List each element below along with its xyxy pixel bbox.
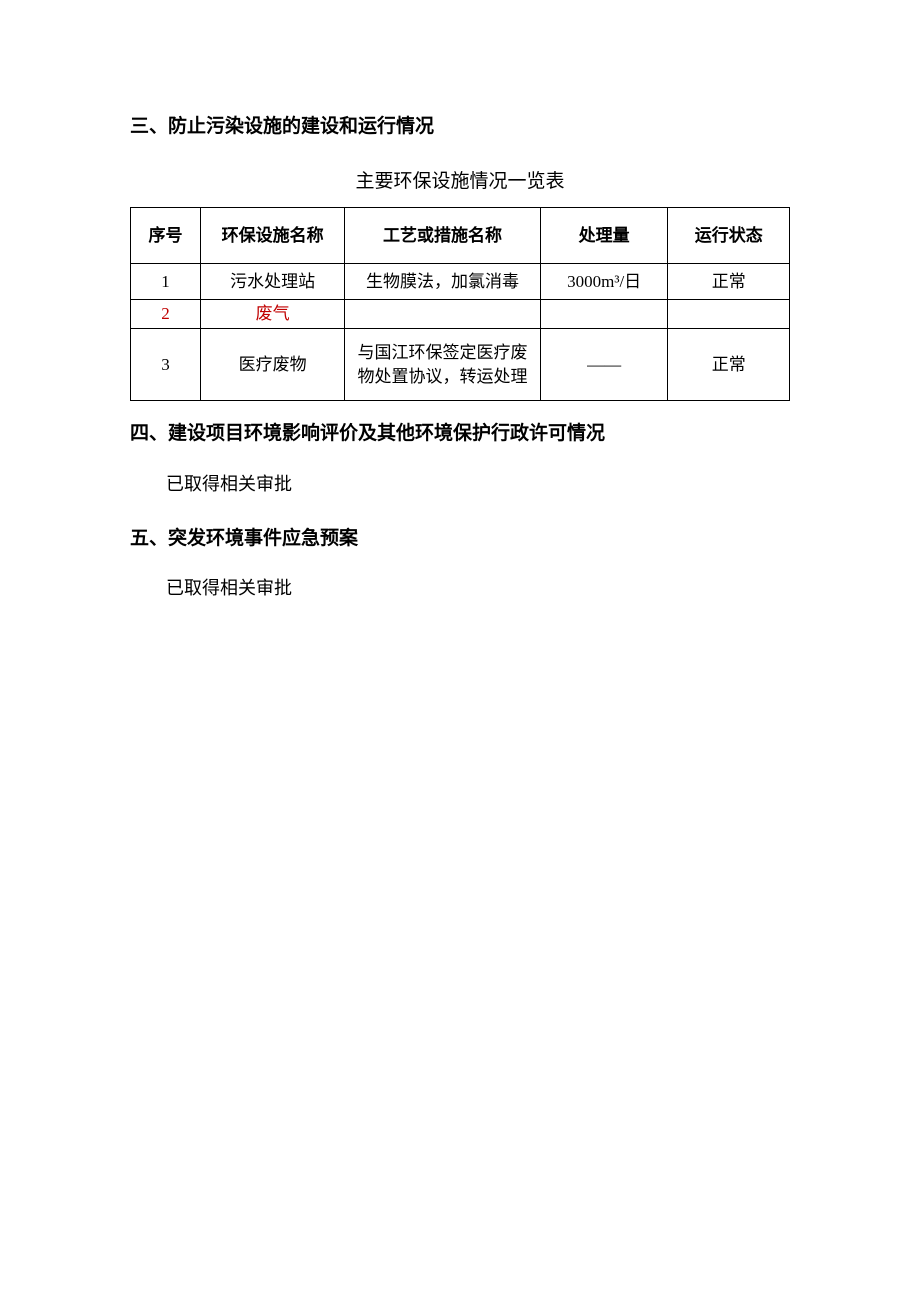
cell-status: 正常 [668,264,790,300]
col-header-name: 环保设施名称 [201,208,345,264]
section-4-body: 已取得相关审批 [166,468,790,500]
cell-status: 正常 [668,329,790,401]
cell-process [345,300,541,329]
cell-status [668,300,790,329]
col-header-seq: 序号 [131,208,201,264]
cell-seq: 1 [131,264,201,300]
section-5-body: 已取得相关审批 [166,572,790,604]
table-row: 3 医疗废物 与国江环保签定医疗废物处置协议，转运处理 —— 正常 [131,329,790,401]
cell-process: 生物膜法，加氯消毒 [345,264,541,300]
cell-process: 与国江环保签定医疗废物处置协议，转运处理 [345,329,541,401]
section-5-heading: 五、突发环境事件应急预案 [130,524,790,554]
cell-volume: —— [540,329,668,401]
facilities-table: 序号 环保设施名称 工艺或措施名称 处理量 运行状态 1 污水处理站 生物膜法，… [130,207,790,401]
table-header-row: 序号 环保设施名称 工艺或措施名称 处理量 运行状态 [131,208,790,264]
table-row: 2 废气 [131,300,790,329]
table-caption: 主要环保设施情况一览表 [130,166,790,193]
cell-volume: 3000m³/日 [540,264,668,300]
section-3-heading: 三、防止污染设施的建设和运行情况 [130,112,790,142]
cell-volume [540,300,668,329]
col-header-volume: 处理量 [540,208,668,264]
col-header-status: 运行状态 [668,208,790,264]
cell-seq: 3 [131,329,201,401]
table-row: 1 污水处理站 生物膜法，加氯消毒 3000m³/日 正常 [131,264,790,300]
cell-name: 污水处理站 [201,264,345,300]
cell-name: 废气 [201,300,345,329]
cell-seq: 2 [131,300,201,329]
cell-name: 医疗废物 [201,329,345,401]
section-4-heading: 四、建设项目环境影响评价及其他环境保护行政许可情况 [130,419,790,449]
col-header-process: 工艺或措施名称 [345,208,541,264]
